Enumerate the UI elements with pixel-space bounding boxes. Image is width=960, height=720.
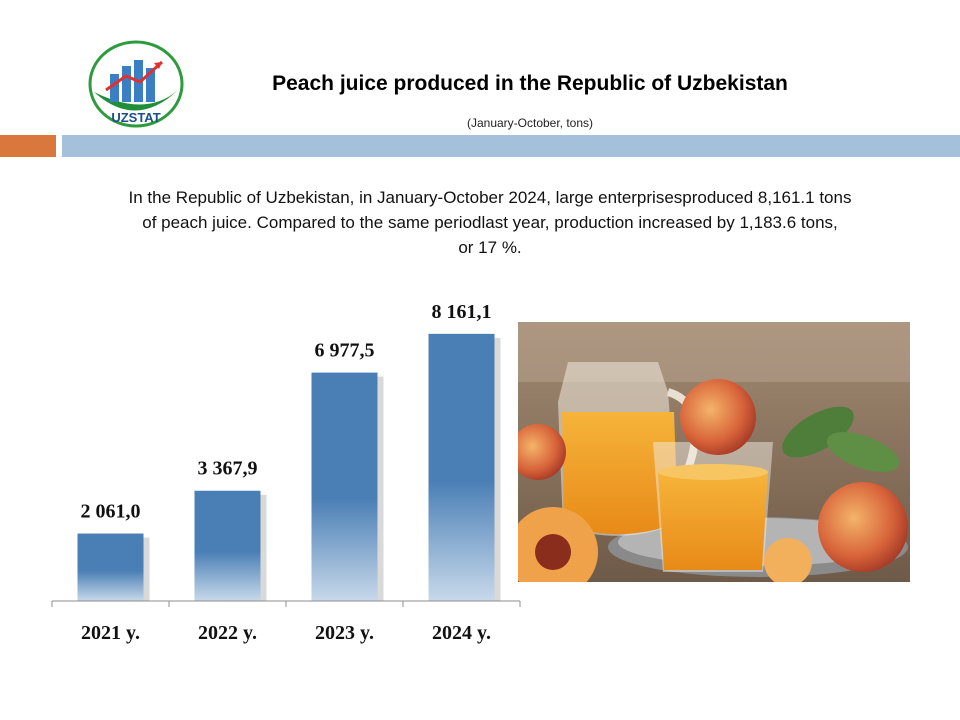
logo-text: UZSTAT xyxy=(111,110,160,125)
bar-3 xyxy=(311,372,378,601)
description-text: In the Republic of Uzbekistan, in Januar… xyxy=(20,185,960,260)
uzstat-logo: UZSTAT xyxy=(88,40,184,128)
peach-juice-photo xyxy=(518,322,910,582)
bar-value-label: 3 367,9 xyxy=(198,458,258,480)
bar-2 xyxy=(194,490,261,601)
bar-chart: 2 061,0 2021 y. 3 367,9 2022 y. 6 977,5 2023 … xyxy=(51,301,521,644)
page-subtitle: (January-October, tons) xyxy=(466,116,594,130)
accent-band-blue xyxy=(62,135,960,157)
description-line-3: or 17 %. xyxy=(458,238,522,257)
bar-value-label: 6 977,5 xyxy=(315,340,375,362)
x-tick-label: 2023 y. xyxy=(315,622,374,644)
x-tick-label: 2021 y. xyxy=(81,622,140,644)
x-tick-label: 2022 y. xyxy=(198,622,257,644)
bar-value-label: 2 061,0 xyxy=(81,501,141,523)
description-line-2: of peach juice. Compared to the same per… xyxy=(142,213,838,232)
bar-value-label: 8 161,1 xyxy=(432,301,492,323)
page-title: Peach juice produced in the Republic of … xyxy=(272,72,788,95)
bar-1 xyxy=(77,533,144,601)
accent-band-orange xyxy=(0,135,56,157)
description-line-1: In the Republic of Uzbekistan, in Januar… xyxy=(128,188,852,207)
x-tick-label: 2024 y. xyxy=(432,622,491,644)
bars-layer: 2 061,0 2021 y. 3 367,9 2022 y. 6 977,5 2023 … xyxy=(51,301,521,644)
bar-4 xyxy=(428,333,495,601)
